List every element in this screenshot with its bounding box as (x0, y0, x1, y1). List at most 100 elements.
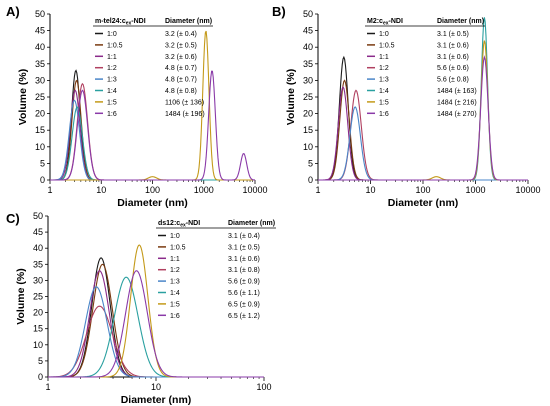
x-axis-label: Diameter (nm) (117, 197, 188, 209)
y-tick-label: 30 (35, 75, 45, 85)
legend-ratio: 1:5 (170, 301, 180, 308)
series-line-8 (48, 270, 264, 378)
x-tick-label: 10 (151, 382, 161, 392)
legend-header-value: Diameter (nm) (165, 18, 212, 25)
legend-diameter: 1484 (± 163) (437, 88, 477, 95)
y-tick-label: 45 (303, 26, 313, 36)
y-axis-label: Volume (%) (15, 268, 27, 324)
legend: M2:cex-NDI Diameter (nm) 1:0 3.1 (± 0.5) 1:0… (365, 18, 485, 118)
x-tick-label: 1 (47, 185, 52, 195)
panel-label: A) (6, 4, 20, 19)
x-tick-label: 100 (145, 185, 160, 195)
x-axis-label: Diameter (nm) (121, 394, 192, 406)
x-axis-label: Diameter (nm) (388, 197, 459, 209)
x-tick-label: 10000 (242, 185, 267, 195)
chart-panel-1: A) 0 5 10 15 20 25 30 35 40 45 50 1 10 100 1000 10000 Dia… (6, 4, 268, 209)
legend-diameter: 3.1 (± 0.5) (228, 244, 260, 251)
x-tick-label: 1000 (194, 185, 214, 195)
series-line-8 (50, 70, 256, 181)
y-tick-label: 5 (38, 356, 43, 366)
y-tick-label: 10 (35, 142, 45, 152)
chart-panel-2: B) 0 5 10 15 20 25 30 35 40 45 50 1 10 100 1000 10000 Dia… (272, 4, 541, 209)
legend-header-value: Diameter (nm) (437, 18, 484, 25)
legend-diameter: 3.2 (± 0.5) (165, 42, 197, 49)
legend-diameter: 3.1 (± 0.4) (228, 233, 260, 240)
y-tick-label: 20 (303, 109, 313, 119)
legend-diameter: 6.5 (± 1.2) (228, 313, 260, 320)
y-tick-label: 50 (33, 211, 43, 221)
y-axis-label: Volume (%) (285, 69, 297, 125)
legend-ratio: 1:2 (170, 267, 180, 274)
legend-ratio: 1:0 (107, 31, 117, 38)
y-tick-label: 10 (303, 142, 313, 152)
legend-header-name: ds12:cex-NDI (158, 220, 200, 229)
legend: m-tel24:cex-NDI Diameter (nm) 1:0 3.2 (± 0.… (93, 18, 213, 118)
x-tick-label: 100 (256, 382, 271, 392)
y-tick-label: 30 (33, 275, 43, 285)
y-tick-label: 25 (35, 92, 45, 102)
legend-ratio: 1:0.5 (379, 42, 395, 49)
legend-ratio: 1:4 (379, 88, 389, 95)
legend-ratio: 1:3 (107, 77, 117, 84)
x-tick-label: 1 (45, 382, 50, 392)
y-tick-label: 20 (33, 308, 43, 318)
legend-diameter: 3.2 (± 0.4) (165, 31, 197, 38)
legend-ratio: 1:0.5 (170, 244, 186, 251)
x-tick-label: 10 (365, 185, 375, 195)
chart-panel-3: C) 0 5 10 15 20 25 30 35 40 45 50 1 10 100 Diameter (nm… (6, 211, 276, 406)
legend-header-name: m-tel24:cex-NDI (95, 18, 146, 27)
legend-ratio: 1:3 (379, 77, 389, 84)
legend-ratio: 1:5 (107, 99, 117, 106)
legend-diameter: 4.8 (± 0.7) (165, 65, 197, 72)
y-axis-label: Volume (%) (17, 69, 29, 125)
legend: ds12:cex-NDI Diameter (nm) 1:0 3.1 (± 0.4) 1… (156, 220, 276, 320)
series-line-5 (47, 286, 264, 378)
legend-diameter: 1484 (± 196) (165, 111, 205, 118)
y-tick-label: 5 (40, 158, 45, 168)
y-tick-label: 50 (303, 9, 313, 19)
legend-diameter: 3.1 (± 0.6) (228, 256, 260, 263)
panel-label: B) (272, 4, 286, 19)
y-tick-label: 5 (308, 158, 313, 168)
y-tick-label: 15 (33, 324, 43, 334)
panel-label: C) (6, 211, 20, 226)
x-tick-label: 10 (96, 185, 106, 195)
legend-diameter: 3.1 (± 0.8) (228, 267, 260, 274)
legend-diameter: 4.8 (± 0.8) (165, 88, 197, 95)
y-tick-label: 35 (303, 59, 313, 69)
legend-diameter: 3.1 (± 0.6) (437, 54, 469, 61)
y-tick-label: 40 (35, 42, 45, 52)
legend-diameter: 3.2 (± 0.6) (165, 54, 197, 61)
legend-diameter: 1484 (± 270) (437, 111, 477, 118)
y-tick-label: 10 (33, 340, 43, 350)
y-tick-label: 40 (33, 243, 43, 253)
x-tick-label: 10000 (515, 185, 540, 195)
y-tick-label: 0 (308, 175, 313, 185)
legend-diameter: 4.8 (± 0.7) (165, 77, 197, 84)
y-tick-label: 50 (35, 9, 45, 19)
legend-ratio: 1:4 (170, 290, 180, 297)
series-line-3 (50, 89, 255, 181)
legend-header-value: Diameter (nm) (228, 220, 275, 227)
series-line-6 (318, 17, 528, 181)
y-tick-label: 30 (303, 75, 313, 85)
x-tick-label: 1000 (465, 185, 485, 195)
legend-ratio: 1:1 (107, 54, 117, 61)
series-line-8 (318, 55, 528, 181)
legend-ratio: 1:0 (379, 31, 389, 38)
legend-diameter: 5.6 (± 1.1) (228, 290, 260, 297)
legend-ratio: 1:0.5 (107, 42, 123, 49)
y-tick-label: 20 (35, 109, 45, 119)
y-tick-label: 0 (38, 372, 43, 382)
legend-diameter: 1106 (± 136) (165, 99, 204, 106)
legend-ratio: 1:4 (107, 88, 117, 95)
legend-ratio: 1:2 (379, 65, 389, 72)
y-tick-label: 35 (35, 59, 45, 69)
legend-ratio: 1:3 (170, 279, 180, 286)
y-tick-label: 45 (35, 26, 45, 36)
series-line-3 (48, 270, 264, 378)
y-tick-label: 40 (303, 42, 313, 52)
legend-diameter: 5.6 (± 0.6) (437, 65, 469, 72)
legend-diameter: 5.6 (± 0.8) (437, 77, 469, 84)
